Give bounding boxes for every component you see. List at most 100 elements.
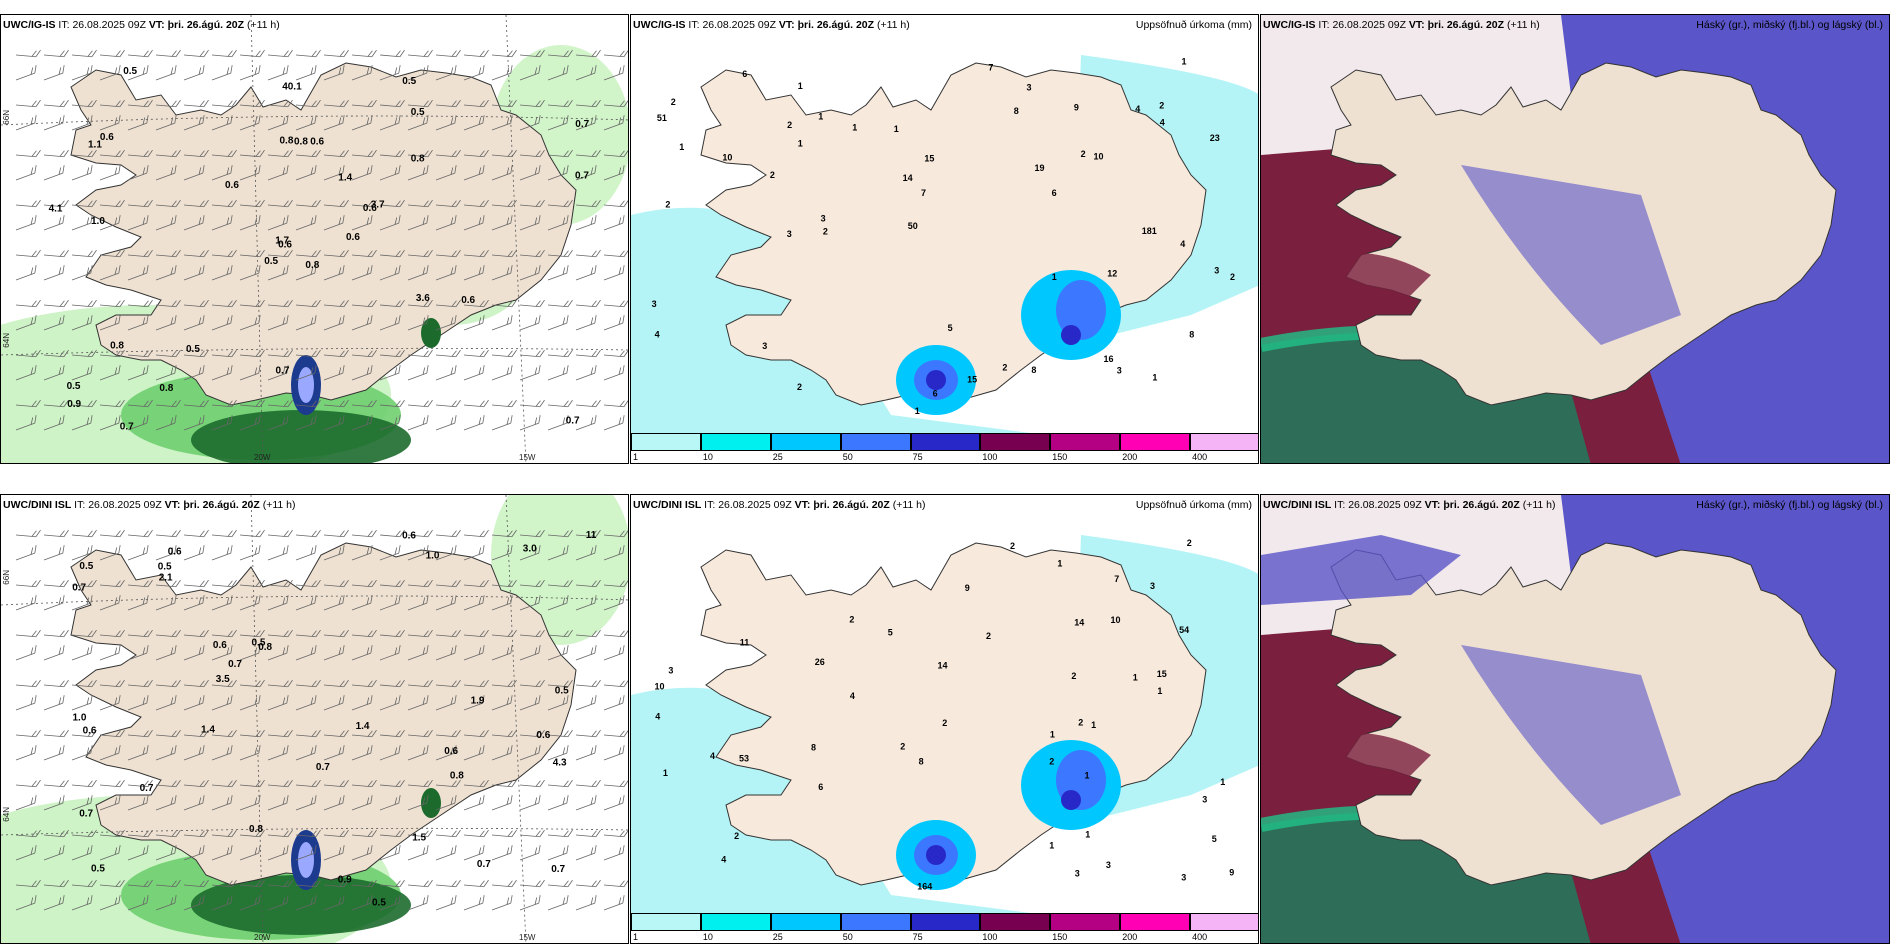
wind-barb bbox=[491, 879, 517, 888]
map-value-label: 0.6 bbox=[213, 640, 227, 651]
wind-barb bbox=[351, 215, 373, 231]
wind-barb bbox=[323, 115, 345, 131]
wind-barb bbox=[463, 529, 489, 538]
wind-barb bbox=[407, 679, 433, 688]
map-value-label: 0.6 bbox=[310, 136, 324, 147]
wind-barb bbox=[127, 629, 153, 638]
wind-barb bbox=[603, 629, 628, 638]
legend-tick-label: 200 bbox=[1122, 932, 1138, 942]
map-value-label: 2 bbox=[1081, 149, 1086, 159]
wind-barb bbox=[379, 595, 401, 611]
wind-barb bbox=[239, 879, 265, 888]
wind-barb bbox=[435, 729, 461, 738]
wind-barb bbox=[267, 349, 293, 358]
wind-barb bbox=[407, 729, 433, 738]
cloud-map-top: UWC/IG-IS IT: 26.08.2025 09Z VT: þri. 26… bbox=[1260, 14, 1890, 464]
wind-barb bbox=[379, 779, 405, 788]
wind-barb bbox=[491, 315, 513, 331]
map-value-label: 2 bbox=[900, 741, 905, 751]
wind-barb bbox=[127, 149, 153, 158]
wind-barb bbox=[15, 349, 41, 358]
legend-tick-label: 10 bbox=[702, 452, 713, 462]
wind-barb bbox=[15, 529, 41, 538]
map-value-label: 2 bbox=[787, 120, 792, 130]
wind-barb bbox=[127, 215, 149, 231]
map-value-label: 1 bbox=[1091, 720, 1096, 730]
wind-barb bbox=[127, 845, 149, 861]
wind-barb bbox=[295, 645, 317, 661]
map-value-label: 2 bbox=[1049, 757, 1054, 767]
wind-barb bbox=[99, 795, 121, 811]
wind-barb bbox=[295, 695, 317, 711]
wind-barb bbox=[15, 299, 41, 308]
wind-barb bbox=[183, 399, 209, 408]
wind-barb bbox=[407, 645, 429, 661]
wind-barb bbox=[379, 695, 401, 711]
wind-barb bbox=[603, 65, 625, 81]
wind-barb bbox=[127, 879, 153, 888]
wind-barb bbox=[603, 595, 625, 611]
wind-barb bbox=[323, 845, 345, 861]
wind-barb bbox=[519, 879, 545, 888]
wind-barb bbox=[15, 895, 37, 911]
wind-barb bbox=[435, 679, 461, 688]
wind-barb bbox=[15, 265, 37, 281]
wind-barb bbox=[43, 165, 65, 181]
wind-barb bbox=[127, 779, 153, 788]
wind-barb bbox=[407, 629, 433, 638]
map-value-label: 4.3 bbox=[553, 757, 567, 768]
wind-barb bbox=[407, 595, 429, 611]
map-value-label: 0.8 bbox=[159, 383, 173, 394]
wind-barb bbox=[463, 249, 489, 258]
lon-label-20w: 20W bbox=[254, 933, 271, 942]
wind-barb bbox=[127, 795, 149, 811]
wind-barb bbox=[155, 99, 181, 108]
map-value-label: 1 bbox=[798, 139, 803, 149]
wind-barb bbox=[575, 545, 597, 561]
wind-barb bbox=[463, 829, 489, 838]
wind-barb bbox=[99, 149, 125, 158]
wind-barb bbox=[379, 879, 405, 888]
wind-barb bbox=[155, 779, 181, 788]
wind-barb bbox=[71, 595, 93, 611]
map-value-label: 3 bbox=[1214, 265, 1219, 275]
wind-barb bbox=[295, 365, 317, 381]
wind-barb bbox=[15, 65, 37, 81]
wind-barb bbox=[155, 165, 177, 181]
wind-barb bbox=[127, 399, 153, 408]
wind-barb bbox=[239, 729, 265, 738]
wind-barb bbox=[71, 545, 93, 561]
wind-barb bbox=[603, 199, 628, 208]
wind-barb bbox=[547, 299, 573, 308]
map-value-label: 5 bbox=[948, 323, 953, 333]
wind-barb bbox=[491, 49, 517, 58]
wind-barb bbox=[211, 545, 233, 561]
wind-barb bbox=[351, 49, 377, 58]
wind-barb bbox=[491, 299, 517, 308]
map-value-label: 1.4 bbox=[201, 724, 215, 735]
wind-barb bbox=[323, 795, 345, 811]
map-value-label: 0.8 bbox=[450, 770, 464, 781]
wind-barb bbox=[239, 249, 265, 258]
wind-barb bbox=[15, 795, 37, 811]
wind-barb bbox=[267, 879, 293, 888]
wind-barb bbox=[127, 545, 149, 561]
wind-barb bbox=[491, 779, 517, 788]
wind-barb bbox=[351, 265, 373, 281]
wind-barb bbox=[71, 349, 97, 358]
wind-barb bbox=[323, 99, 349, 108]
wind-barb bbox=[519, 415, 541, 431]
wind-barb bbox=[575, 165, 597, 181]
wind-barb bbox=[15, 695, 37, 711]
wind-barb bbox=[127, 165, 149, 181]
map-value-label: 0.6 bbox=[363, 203, 377, 214]
wind-barb bbox=[71, 779, 97, 788]
map-header: UWC/DINI ISL IT: 26.08.2025 09Z VT: þri.… bbox=[3, 499, 296, 511]
legend-tick-label: 100 bbox=[982, 452, 998, 462]
wind-barb bbox=[211, 399, 237, 408]
wind-barb bbox=[43, 115, 65, 131]
wind-barb bbox=[463, 895, 485, 911]
wind-barb bbox=[267, 529, 293, 538]
wind-barb bbox=[575, 149, 601, 158]
wind-barb bbox=[491, 165, 513, 181]
